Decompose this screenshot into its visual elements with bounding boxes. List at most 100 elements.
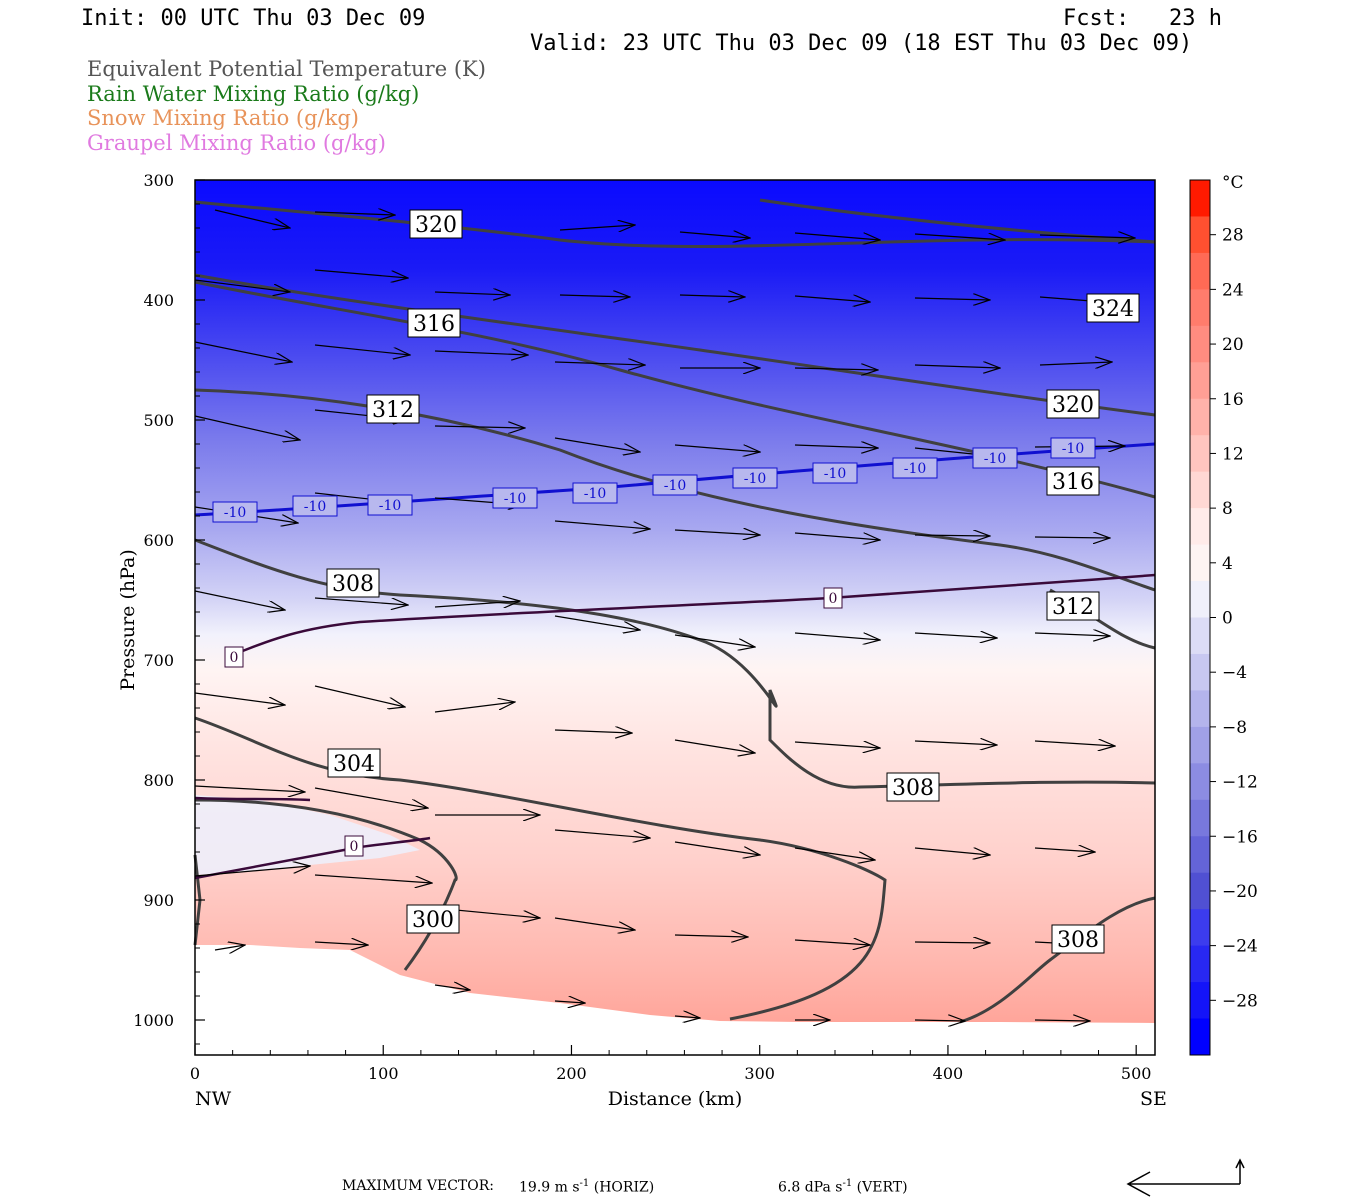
wind-vector [314,212,395,215]
wind-vector [914,535,990,536]
colorbar-unit: °C [1222,173,1244,193]
wind-vector [794,940,870,945]
wind-vector [1034,537,1110,538]
colorbar-segment [1190,435,1210,473]
theta-e-label-text: 300 [412,908,454,933]
isotherm-label-text: -10 [224,505,247,521]
y-tick-label: 700 [143,651,174,670]
wind-vector [674,444,760,452]
colorbar-segment [1190,690,1210,728]
y-tick-label: 900 [143,891,174,910]
wind-vector [434,292,510,295]
max-vector-label: MAXIMUM VECTOR: [342,1178,494,1194]
y-tick-label: 1000 [133,1011,174,1030]
cold-pocket [195,795,420,875]
vert-exponent: -1 [842,1178,853,1189]
theta-e-label: 320 [1046,389,1100,419]
wind-vector [1034,848,1095,852]
colorbar-segment [1190,872,1210,910]
wind-vector [194,866,310,877]
theta-e-label: 324 [1086,293,1140,323]
isotherm-label-text: -10 [664,478,687,494]
colorbar-label: −24 [1222,937,1258,957]
isotherm-label-text: 0 [829,591,838,607]
isotherm-label-neg10: -10 [212,501,258,523]
x-tick-label: 100 [368,1064,399,1083]
y-axis: 300 400 500 600 700 800 900 1000 [133,171,205,1045]
theta-e-label-text: 320 [1052,393,1094,418]
wind-vector [674,841,760,855]
wind-vector [914,365,1000,368]
isotherm-label-zero: 0 [823,587,843,609]
vert-max: 6.8 dPa s-1 (VERT) [778,1178,908,1196]
colorbar-label: 16 [1222,390,1244,410]
theta-e-label-text: 312 [372,398,414,423]
legend-rain: Rain Water Mixing Ratio (g/kg) [87,82,420,106]
wind-vector [1034,1020,1090,1021]
colorbar-segment [1190,581,1210,618]
colorbar-segment [1190,945,1210,983]
horiz-exponent: -1 [579,1178,590,1189]
wind-vector [674,739,755,753]
wind-vector [1034,633,1110,636]
colorbar: 28 24 20 16 12 8 4 0 −4 −8 −12 −16 −20 −24 −28 [1189,179,1258,1056]
theta-e-label-text: 308 [892,776,934,801]
legend-snow: Snow Mixing Ratio (g/kg) [87,106,359,130]
valid-time: Valid: 23 UTC Thu 03 Dec 09 (18 EST Thu … [530,31,1193,56]
wind-vector [434,702,515,713]
colorbar-segment [1190,799,1210,837]
wind-vector [314,344,410,355]
wind-vector [794,445,878,448]
colorbar-segment [1190,836,1210,874]
wind-vector [674,634,755,647]
colorbar-label: 20 [1222,335,1244,355]
wind-vector [194,415,300,440]
isotherm-label-text: -10 [904,461,927,477]
isotherm-label-text: -10 [984,451,1007,467]
wind-vector [674,1016,700,1018]
wind-vector [214,209,290,228]
x-axis: 0 100 200 300 400 500 [190,1045,1151,1083]
colorbar-label: −8 [1222,718,1247,738]
theta-e-label-text: 304 [333,752,375,777]
forecast-hour: Fcst: 23 h [1063,6,1222,31]
horiz-max: 19.9 m s-1 (HORIZ) [519,1178,655,1196]
colorbar-segment [1190,325,1210,363]
x-axis-label: Distance (km) [608,1088,743,1110]
wind-vector [794,232,880,240]
wind-vector [314,942,368,945]
x-tick-label: 400 [933,1064,964,1083]
colorbar-label: −4 [1222,663,1247,683]
colorbar-label: 28 [1222,226,1244,246]
isotherm-label-zero: 0 [224,646,244,668]
theta-e-label-text: 316 [413,312,455,337]
wind-vector [794,632,880,640]
isotherm-label-text: -10 [584,486,607,502]
wind-vector [914,847,990,855]
wind-vector [554,520,650,529]
colorbar-label: −28 [1222,991,1258,1011]
wind-vector [554,1001,585,1003]
colorbar-segment [1190,763,1210,801]
wind-vector [679,295,745,297]
isotherm-label-neg10: -10 [572,482,618,504]
init-time: Init: 00 UTC Thu 03 Dec 09 [81,6,426,31]
horiz-ref-arrow [1126,1171,1240,1197]
theta-e-label: 312 [366,394,420,424]
isotherm-label-neg10: -10 [292,495,338,517]
isotherm-label-neg10: -10 [732,467,778,489]
colorbar-segment [1190,982,1210,1020]
wind-vector [679,232,750,238]
wind-vector [674,530,760,535]
y-tick-label: 800 [143,771,174,790]
isotherm-label-neg10: -10 [1050,437,1096,459]
reference-arrows [1126,1158,1245,1197]
temperature-shading [195,180,1155,1055]
wind-vector [794,742,880,748]
wind-vector [314,597,408,605]
wind-vector [434,985,470,990]
wind-vector [554,829,650,838]
colorbar-segment [1190,471,1210,509]
theta-e-label-text: 312 [1052,595,1094,620]
wind-vector [194,590,285,610]
